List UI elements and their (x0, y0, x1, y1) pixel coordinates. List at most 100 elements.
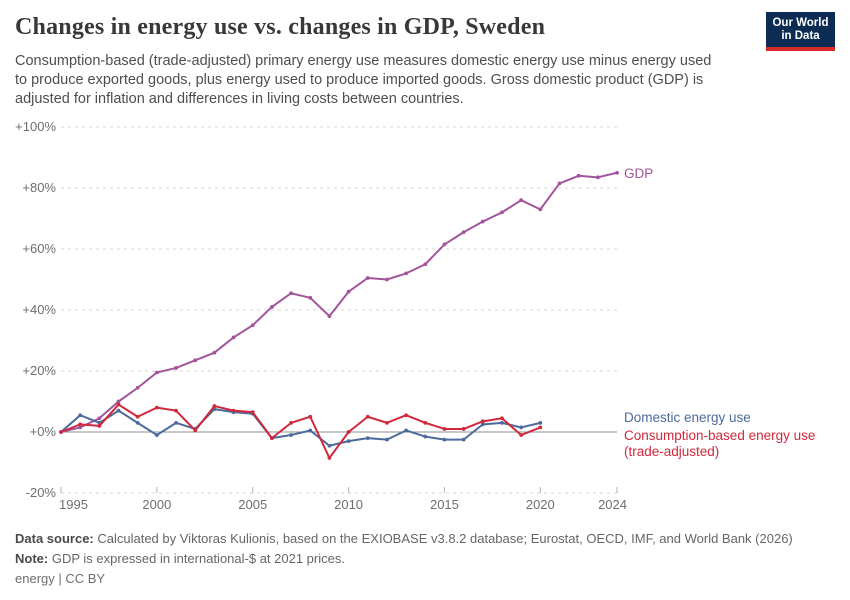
owid-logo-line1: Our World (772, 17, 829, 29)
data-point-marker (346, 439, 351, 444)
data-point-marker (538, 425, 543, 430)
data-point-marker (116, 408, 121, 413)
data-point-marker (404, 428, 409, 433)
license-line[interactable]: energy | CC BY (15, 571, 106, 586)
series-label-consumption-line1: Consumption-based energy use (624, 428, 816, 443)
data-point-marker (154, 370, 159, 375)
data-point-marker (423, 262, 428, 267)
data-point-marker (289, 433, 293, 437)
data-point-marker (250, 410, 255, 415)
data-point-marker (135, 385, 140, 390)
data-point-marker (193, 358, 198, 363)
owid-logo[interactable]: Our World in Data (766, 12, 835, 51)
x-axis-label: 2020 (525, 497, 555, 512)
data-point-marker (365, 436, 370, 440)
data-point-marker (193, 428, 198, 433)
x-axis-label: 1995 (59, 497, 88, 512)
note-line: Note: GDP is expressed in international-… (15, 549, 835, 569)
data-point-marker (480, 419, 485, 424)
chart-footer: Data source: Calculated by Viktoras Kuli… (15, 529, 835, 589)
data-point-marker (480, 219, 485, 224)
data-point-marker (461, 437, 466, 442)
data-source-prefix: Data source: (15, 531, 94, 546)
data-point-marker (78, 413, 83, 418)
data-point-marker (385, 420, 389, 425)
data-point-marker (212, 350, 217, 355)
data-point-marker (289, 291, 293, 296)
data-point-marker (116, 399, 121, 404)
y-axis-label: +80% (22, 180, 56, 195)
data-point-marker (308, 414, 313, 419)
data-point-marker (308, 295, 313, 300)
data-point-marker (423, 434, 428, 439)
x-axis-label: 2015 (429, 497, 459, 512)
data-point-marker (480, 422, 485, 427)
series-label-gdp: GDP (624, 166, 654, 181)
data-point-marker (231, 408, 236, 413)
data-point-marker (174, 366, 178, 370)
data-point-marker (327, 314, 332, 318)
data-point-marker (500, 420, 504, 425)
data-point-marker (289, 420, 293, 425)
data-point-marker (461, 427, 466, 431)
data-point-marker (116, 402, 121, 407)
data-point-marker (538, 207, 543, 212)
data-point-marker (538, 420, 543, 425)
data-point-marker (327, 456, 332, 460)
data-point-marker (423, 420, 428, 425)
owid-logo-line2: in Data (781, 30, 820, 42)
data-point-marker (308, 428, 313, 433)
data-point-marker (442, 427, 447, 431)
y-axis-label: -20% (25, 485, 56, 500)
data-point-marker (174, 420, 178, 425)
series-line (60, 403, 542, 459)
note-text: GDP is expressed in international-$ at 2… (48, 551, 345, 566)
data-point-marker (365, 276, 370, 280)
data-point-marker (59, 430, 63, 434)
data-point-marker (519, 425, 524, 430)
series-label-consumption-energy: Consumption-based energy use (trade-adju… (624, 428, 815, 459)
data-point-marker (174, 408, 178, 413)
chart-subtitle: Consumption-based (trade-adjusted) prima… (15, 53, 712, 107)
data-point-marker (576, 173, 581, 178)
data-point-marker (250, 323, 255, 328)
data-source-line: Data source: Calculated by Viktoras Kuli… (15, 529, 835, 549)
y-axis-label: +40% (22, 302, 56, 317)
data-point-marker (404, 413, 409, 418)
series-line (60, 408, 542, 447)
data-point-marker (519, 433, 524, 437)
data-point-marker (135, 414, 140, 419)
data-point-marker (385, 277, 389, 282)
data-point-marker (500, 210, 504, 215)
data-point-marker (154, 433, 159, 437)
data-point-marker (78, 425, 83, 430)
series-line (60, 171, 618, 433)
x-axis-label: 2000 (142, 497, 172, 512)
data-point-marker (461, 230, 466, 235)
y-axis-label: +20% (22, 363, 56, 378)
x-axis-label: 2010 (334, 497, 364, 512)
data-point-marker (78, 422, 83, 427)
y-axis-label: +0% (29, 424, 56, 439)
series-label-domestic-energy: Domestic energy use (624, 410, 751, 425)
data-point-marker (442, 242, 447, 247)
data-point-marker (269, 305, 274, 309)
x-axis-label: 2005 (238, 497, 268, 512)
data-point-marker (346, 430, 351, 434)
page-title: Changes in energy use vs. changes in GDP… (15, 14, 546, 40)
data-point-marker (385, 437, 389, 442)
data-point-marker (500, 416, 504, 421)
data-point-marker (154, 405, 159, 410)
series-label-consumption-line2: (trade-adjusted) (624, 443, 720, 459)
data-point-marker (404, 271, 409, 276)
data-point-marker (442, 437, 447, 442)
y-axis-label: +100% (15, 119, 56, 134)
data-point-marker (346, 289, 351, 294)
data-point-marker (135, 420, 140, 425)
data-source-text: Calculated by Viktoras Kulionis, based o… (93, 531, 793, 546)
note-prefix: Note: (15, 551, 49, 566)
data-point-marker (97, 416, 102, 421)
data-point-marker (269, 436, 274, 440)
data-point-marker (615, 170, 619, 175)
